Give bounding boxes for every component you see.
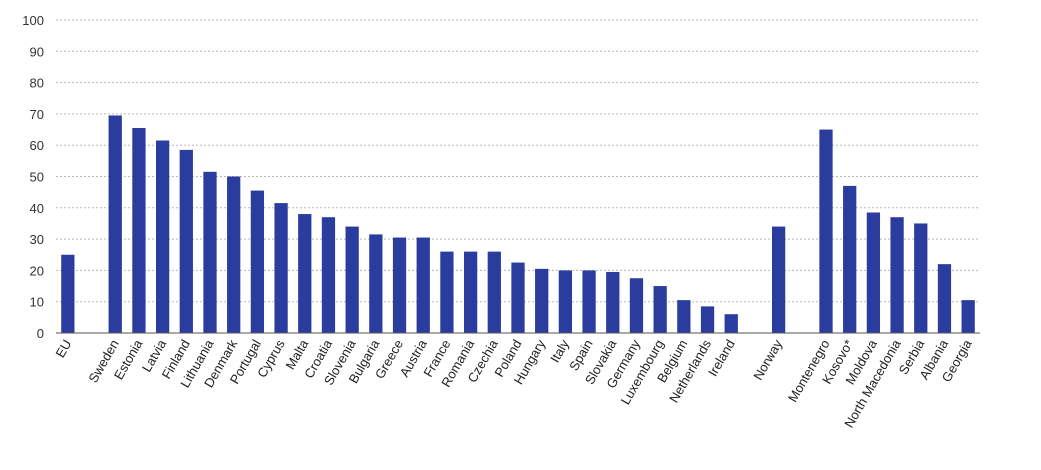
bar-montenegro (819, 129, 833, 333)
y-tick-label: 90 (30, 44, 44, 59)
bar-portugal (250, 190, 265, 333)
bar-slovenia (345, 226, 359, 333)
bar-france (440, 251, 454, 333)
bar-cyprus (274, 203, 288, 333)
bars (61, 115, 975, 333)
y-axis-tick-labels: 0 10 20 30 40 50 60 70 80 90 100 (22, 13, 44, 341)
bar-albania (937, 264, 952, 333)
bar-finland (179, 149, 193, 333)
bar-slovakia (606, 271, 620, 333)
y-tick-label: 30 (30, 232, 44, 247)
bar-serbia (914, 223, 928, 333)
y-tick-label: 60 (30, 138, 44, 153)
bar-romania (463, 251, 478, 333)
y-tick-label: 10 (30, 295, 44, 310)
bar-denmark (227, 176, 241, 333)
y-tick-label: 40 (30, 201, 44, 216)
bar-norway (771, 226, 786, 333)
x-axis-category-labels: EU SwedenEstoniaLatviaFinlandLithuaniaDen… (52, 336, 975, 430)
bar-lithuania (203, 171, 217, 333)
y-tick-label: 20 (30, 263, 44, 278)
bar-estonia (132, 127, 146, 333)
bar-netherlands (700, 306, 715, 333)
bar-czechia (487, 251, 501, 333)
bar-sweden (108, 115, 122, 333)
x-category-label: EU (52, 337, 74, 360)
bar-kosovo- (843, 185, 857, 333)
y-tick-label: 100 (22, 13, 44, 28)
bar-belgium (677, 300, 691, 333)
bar-spain (582, 270, 596, 333)
bar-hungary (535, 268, 549, 333)
y-tick-label: 0 (37, 326, 44, 341)
bar-croatia (321, 217, 336, 333)
bar-georgia (961, 300, 975, 333)
bar-malta (298, 214, 312, 333)
y-tick-label: 70 (30, 107, 44, 122)
bar-latvia (155, 140, 170, 333)
bar-greece (392, 237, 407, 333)
bar-poland (511, 262, 525, 333)
bar-austria (416, 237, 430, 333)
bar-moldova (866, 212, 881, 333)
gridlines (56, 19, 980, 303)
bar-italy (558, 270, 573, 333)
bar-germany (629, 278, 644, 333)
bar-luxembourg (653, 286, 667, 333)
y-tick-label: 80 (30, 76, 44, 91)
x-category-label: Norway (750, 337, 785, 383)
bar-ireland (724, 314, 738, 333)
bar-eu (61, 254, 75, 333)
bar-bulgaria (369, 234, 383, 333)
y-tick-label: 50 (30, 170, 44, 185)
bar-north-macedonia (890, 217, 904, 333)
